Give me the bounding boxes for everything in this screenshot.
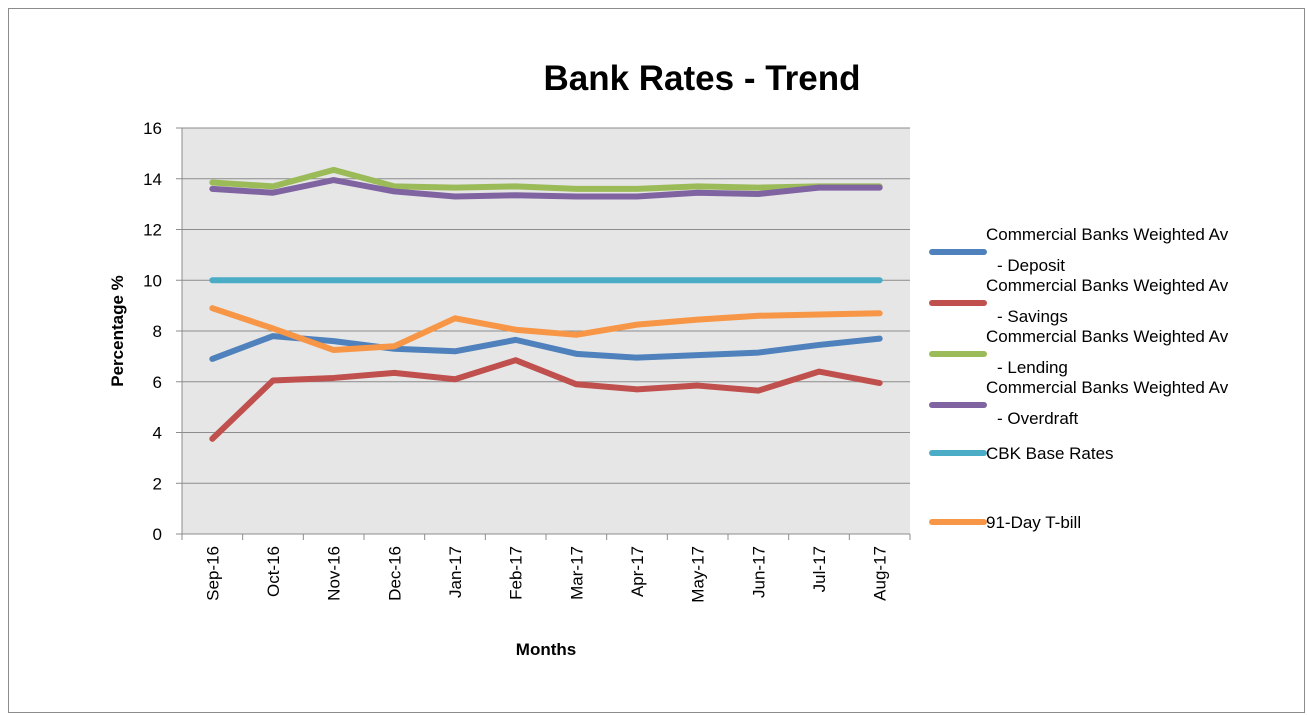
- legend-label-2: Commercial Banks Weighted Av: [986, 276, 1229, 295]
- y-tick-labels: 0 2 4 6 8 10 12 14 16: [143, 119, 162, 544]
- y-tick-label: 8: [153, 322, 162, 341]
- series-line-3: [209, 166, 883, 192]
- legend-label-1: - Deposit: [997, 256, 1065, 275]
- legend-label-3: - Lending: [997, 358, 1068, 377]
- y-tick-label: 16: [143, 119, 162, 138]
- y-tick-label: 6: [153, 373, 162, 392]
- y-tick-label: 12: [143, 221, 162, 240]
- legend: Commercial Banks Weighted Av- DepositCom…: [929, 225, 1229, 532]
- x-tick-labels: Sep-16 Oct-16 Nov-16 Dec-16 Jan-17 Feb-17 Mar-…: [203, 546, 889, 603]
- legend-label-6: 91-Day T-bill: [986, 513, 1081, 532]
- x-axis-title: Months: [516, 640, 576, 659]
- y-tick-label: 10: [143, 271, 162, 290]
- x-tick-label: May-17: [689, 546, 708, 603]
- series-line-4: [209, 177, 883, 200]
- x-tick-label: Nov-16: [325, 546, 344, 601]
- x-tick-label: Mar-17: [567, 546, 586, 600]
- chart-title: Bank Rates - Trend: [543, 59, 860, 98]
- x-tick-label: Jun-17: [749, 546, 768, 598]
- x-tick-label: Jul-17: [810, 546, 829, 592]
- x-tick-label: Jan-17: [446, 546, 465, 598]
- x-tick-label: Sep-16: [203, 546, 222, 601]
- x-tick-label: Apr-17: [628, 546, 647, 597]
- legend-label-2: - Savings: [997, 307, 1068, 326]
- series-line-1: [209, 333, 883, 362]
- series-lines: [209, 166, 883, 442]
- x-tick-label: Feb-17: [507, 546, 526, 600]
- series-line-6: [209, 305, 883, 354]
- legend-label-1: Commercial Banks Weighted Av: [986, 225, 1229, 244]
- legend-label-4: - Overdraft: [997, 409, 1079, 428]
- legend-label-4: Commercial Banks Weighted Av: [986, 378, 1229, 397]
- legend-label-5: CBK Base Rates: [986, 444, 1114, 463]
- y-tick-label: 2: [153, 474, 162, 493]
- legend-label-3: Commercial Banks Weighted Av: [986, 327, 1229, 346]
- x-tick-label: Oct-16: [264, 546, 283, 597]
- y-axis-title: Percentage %: [108, 275, 127, 387]
- axes: [176, 127, 911, 540]
- x-tick-label: Aug-17: [871, 546, 890, 601]
- y-tick-label: 14: [143, 170, 162, 189]
- y-tick-label: 4: [153, 424, 162, 443]
- series-line-2: [209, 357, 883, 442]
- x-tick-label: Dec-16: [385, 546, 404, 601]
- y-tick-label: 0: [153, 525, 162, 544]
